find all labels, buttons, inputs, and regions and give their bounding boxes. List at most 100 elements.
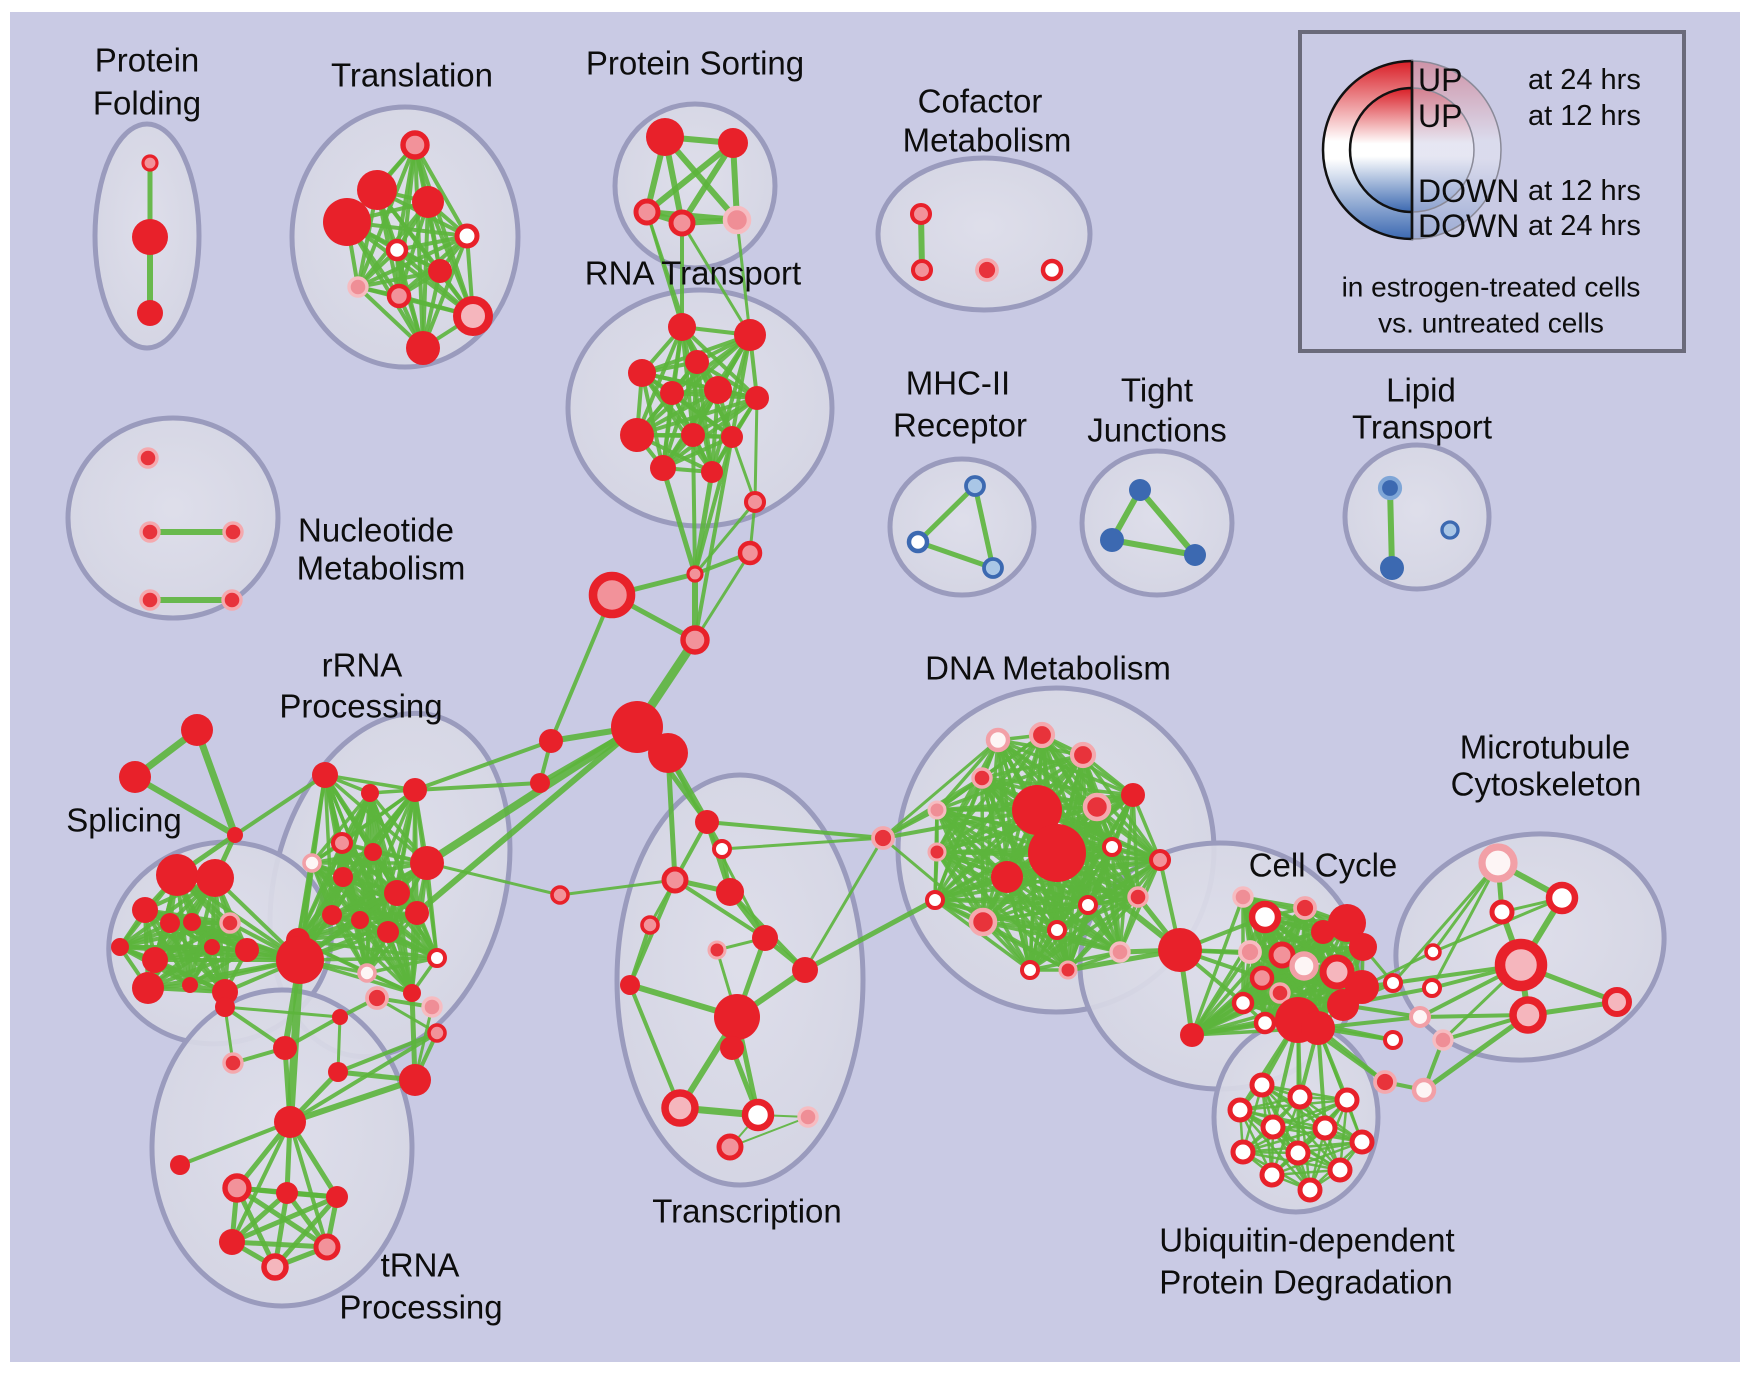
edge — [423, 723, 641, 867]
node-24-r — [704, 376, 732, 404]
node-132-r — [1328, 904, 1366, 942]
node-114-pr — [1082, 792, 1112, 822]
node-27-r — [681, 423, 705, 447]
node-8-rw — [385, 238, 409, 262]
node-106-pr — [871, 826, 895, 850]
node-184-b — [1184, 544, 1206, 566]
edge — [1421, 1012, 1531, 1093]
node-75-r — [170, 1155, 190, 1175]
cluster-label-ubiquitin-degradation: Ubiquitin-dependent — [1159, 1222, 1454, 1259]
node-174-rw — [1297, 1177, 1323, 1203]
node-21-r — [685, 350, 709, 374]
node-15-r — [718, 128, 748, 158]
node-66-r — [142, 947, 168, 973]
node-19-r — [668, 313, 696, 341]
node-84-rp — [427, 1023, 447, 1043]
node-33-rp — [588, 571, 636, 619]
edge — [230, 1120, 292, 1244]
node-153-pp — [1432, 1029, 1454, 1051]
edge — [635, 396, 759, 437]
node-61-r — [160, 913, 180, 933]
node-95-r — [752, 925, 778, 951]
cluster-label-cell-cycle: Cell Cycle — [1249, 847, 1398, 884]
edge — [223, 1005, 287, 1050]
edge — [1391, 861, 1500, 985]
edge — [345, 220, 425, 350]
node-119-rw — [1102, 837, 1122, 857]
node-6-r — [323, 198, 371, 246]
cluster-label-microtubule-cytoskeleton: Cytoskeleton — [1451, 766, 1642, 803]
legend-direction-label: DOWN — [1418, 208, 1519, 244]
edge — [915, 483, 978, 545]
node-34-rp — [737, 540, 763, 566]
node-38-r — [539, 729, 563, 753]
edge — [753, 396, 759, 504]
edge — [1387, 485, 1395, 571]
edge — [414, 724, 640, 916]
node-94-r — [716, 878, 744, 906]
node-55-wp — [357, 963, 377, 983]
node-76-r — [215, 997, 235, 1017]
edge — [118, 921, 232, 949]
node-140-pr — [1269, 982, 1291, 1004]
node-151-rw — [1422, 978, 1442, 998]
legend-inner-circle-right-12hrs — [1411, 87, 1475, 213]
edge — [1005, 875, 1122, 954]
legend-direction-label: DOWN — [1418, 173, 1519, 209]
node-48-r — [384, 880, 410, 906]
node-128-pp — [1109, 941, 1131, 963]
cluster-ellipse-transcription — [614, 772, 866, 1188]
edge — [1055, 928, 1122, 954]
edge — [665, 750, 678, 883]
node-74-r — [274, 1106, 306, 1138]
cluster-label-trna-processing: Processing — [339, 1289, 502, 1326]
node-99-r — [792, 957, 818, 983]
node-156-rw — [1545, 881, 1579, 915]
legend-direction-label: UP — [1418, 62, 1462, 98]
edge — [691, 433, 697, 576]
node-87-r — [326, 1186, 348, 1208]
edge — [365, 956, 439, 975]
edge — [1109, 537, 1198, 558]
cluster-ellipse-lipid-transport — [1342, 442, 1492, 592]
node-107-rp — [550, 885, 570, 905]
edge — [558, 878, 677, 897]
node-60-r — [132, 897, 158, 923]
node-67-r — [111, 938, 129, 956]
legend: UP at 24 hrs UP at 12 hrs DOWN at 12 hrs DOWN a… — [1298, 30, 1686, 353]
edge — [735, 218, 752, 337]
cluster-label-trna-processing: tRNA — [381, 1247, 460, 1284]
node-171-rw — [1285, 1140, 1311, 1166]
node-100-r — [714, 994, 760, 1040]
node-57-r — [276, 936, 324, 984]
node-136-rp — [1268, 941, 1296, 969]
edge — [296, 938, 439, 960]
node-22-r — [628, 359, 656, 387]
node-7-rw — [454, 223, 480, 249]
node-44-wp — [302, 853, 322, 873]
node-98-r — [620, 975, 640, 995]
edge — [881, 808, 1039, 840]
node-31-rp — [743, 490, 767, 514]
node-104-pp — [797, 1106, 819, 1128]
cluster-label-rrna-processing: Processing — [279, 688, 442, 725]
edge — [660, 465, 698, 577]
edge — [981, 920, 1070, 972]
node-168-rw — [1312, 1115, 1338, 1141]
edge — [1190, 976, 1264, 1037]
edge — [287, 1077, 418, 1125]
node-30-r — [701, 461, 723, 483]
cluster-label-rrna-processing: rRNA — [322, 647, 403, 684]
node-191-pr — [139, 589, 161, 611]
edge — [680, 221, 752, 337]
edge — [410, 911, 419, 995]
edge — [310, 850, 375, 865]
node-20-r — [734, 319, 766, 351]
node-175-rp — [909, 202, 933, 226]
node-152-wp — [1408, 1005, 1432, 1029]
node-161-pr — [1373, 1070, 1397, 1094]
legend-inner-circle-left-12hrs — [1348, 86, 1414, 214]
edge — [1431, 896, 1564, 954]
cluster-label-protein-folding: Folding — [93, 85, 201, 122]
node-192-pr — [221, 589, 243, 611]
